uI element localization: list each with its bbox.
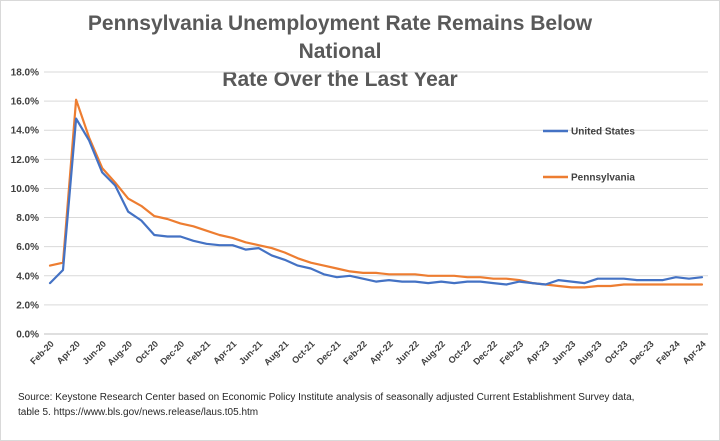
x-tick-label: Oct-20 xyxy=(133,339,160,366)
x-tick-label: Oct-22 xyxy=(446,339,473,366)
x-tick-label: Dec-20 xyxy=(158,339,186,367)
series-line-pennsylvania xyxy=(48,98,704,289)
y-tick-label: 0.0% xyxy=(16,330,39,341)
x-tick-label: Aug-20 xyxy=(105,339,134,368)
x-tick-label: Apr-24 xyxy=(681,339,708,366)
x-tick-label: Feb-22 xyxy=(341,339,369,367)
legend-label: United States xyxy=(571,127,635,138)
y-tick-label: 18.0% xyxy=(11,68,39,79)
x-tick-label: Aug-21 xyxy=(262,339,291,368)
y-tick-label: 8.0% xyxy=(16,213,39,224)
x-tick-label: Aug-22 xyxy=(418,339,447,368)
x-tick-label: Apr-22 xyxy=(368,339,395,366)
x-tick-label: Dec-22 xyxy=(471,339,499,367)
source-note: Source: Keystone Research Center based o… xyxy=(18,390,708,420)
source-line-2: table 5. https://www.bls.gov/news.releas… xyxy=(18,407,259,418)
y-tick-label: 12.0% xyxy=(11,155,39,166)
x-tick-label: Oct-23 xyxy=(603,339,630,366)
x-tick-label: Feb-21 xyxy=(185,339,213,367)
x-tick-label: Dec-21 xyxy=(315,339,343,367)
x-tick-label: Feb-23 xyxy=(498,339,526,367)
legend-label: Pennsylvania xyxy=(571,173,635,184)
y-tick-label: 6.0% xyxy=(16,242,39,253)
x-tick-label: Apr-20 xyxy=(55,339,82,366)
y-tick-label: 10.0% xyxy=(11,184,39,195)
x-tick-label: Feb-24 xyxy=(654,339,682,367)
x-tick-label: Apr-21 xyxy=(211,339,238,366)
x-tick-label: Jun-21 xyxy=(237,339,265,367)
x-tick-label: Jun-23 xyxy=(550,339,578,367)
y-tick-label: 14.0% xyxy=(11,126,39,137)
y-tick-label: 2.0% xyxy=(16,300,39,311)
series-line-united-states xyxy=(48,117,704,286)
x-tick-label: Jun-20 xyxy=(80,339,108,367)
x-tick-label: Jun-22 xyxy=(393,339,421,367)
x-tick-label: Dec-23 xyxy=(628,339,656,367)
y-tick-label: 4.0% xyxy=(16,271,39,282)
y-tick-label: 16.0% xyxy=(11,97,39,108)
chart-title-line-1: Pennsylvania Unemployment Rate Remains B… xyxy=(87,12,593,63)
x-tick-label: Feb-20 xyxy=(28,339,56,367)
chart-title: Pennsylvania Unemployment Rate Remains B… xyxy=(60,10,620,94)
x-tick-label: Apr-23 xyxy=(524,339,551,366)
chart-title-line-2: Rate Over the Last Year xyxy=(222,68,458,91)
x-tick-label: Oct-21 xyxy=(290,339,317,366)
x-tick-label: Aug-23 xyxy=(575,339,604,368)
source-line-1: Source: Keystone Research Center based o… xyxy=(18,392,635,403)
